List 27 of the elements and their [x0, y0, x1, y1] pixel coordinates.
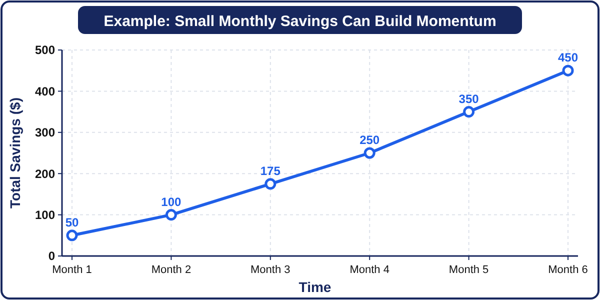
y-tick-label: 0 [48, 249, 56, 264]
data-label: 175 [260, 164, 281, 178]
chart-title: Example: Small Monthly Savings Can Build Momentum [104, 13, 496, 30]
x-tick-label: Month 3 [250, 264, 290, 276]
x-tick-label: Month 2 [151, 264, 192, 276]
y-tick-label: 100 [34, 208, 56, 222]
point [364, 147, 376, 159]
point [66, 230, 78, 242]
point [165, 209, 177, 221]
y-axis-title: Total Savings ($) [7, 98, 23, 208]
x-tick-label: Month 5 [448, 264, 489, 276]
x-tick-label: Month 1 [52, 264, 92, 276]
data-label: 450 [558, 50, 578, 65]
y-tick-label: 500 [34, 43, 56, 58]
x-tick-label: Month 6 [548, 264, 588, 276]
data-label: 250 [360, 133, 380, 147]
data-label: 350 [458, 92, 480, 106]
x-tick-label: Month 4 [350, 264, 390, 276]
y-tick-label: 300 [34, 126, 56, 140]
point [264, 178, 276, 190]
y-tick-label: 400 [34, 84, 56, 98]
point [463, 106, 475, 118]
point [562, 64, 574, 76]
data-label: 100 [161, 194, 182, 209]
x-axis-title: Time [298, 279, 332, 295]
data-label: 50 [65, 215, 79, 230]
y-tick-label: 200 [34, 166, 56, 181]
